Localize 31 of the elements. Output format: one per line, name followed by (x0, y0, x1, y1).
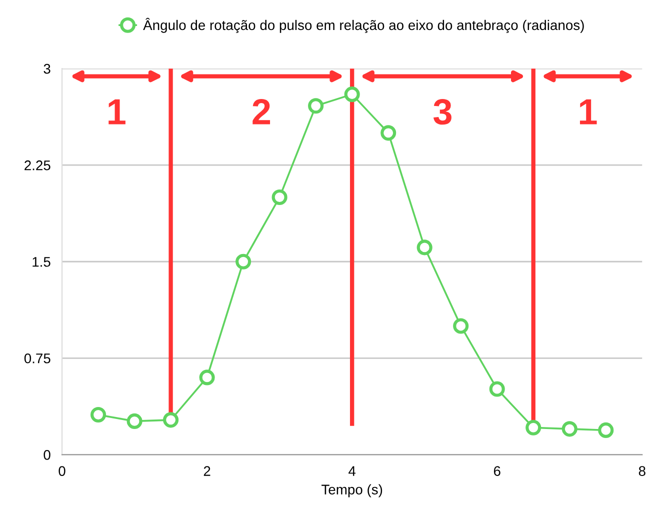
annotation: 1 (580, 99, 597, 124)
point (489, 381, 505, 397)
point (90, 406, 106, 423)
point (453, 318, 469, 334)
y-tick-label: 0.75 (24, 353, 50, 364)
point (562, 421, 578, 437)
x-tick-label: 6 (494, 466, 500, 476)
annotation: 1 (108, 99, 126, 124)
point (598, 422, 614, 438)
point (199, 370, 215, 386)
point (308, 98, 324, 114)
point (272, 189, 288, 206)
y-tick-label: 0 (44, 450, 50, 460)
x-tick-label: 0 (58, 466, 66, 476)
x-tick-label: 4 (348, 466, 356, 476)
y-tick-label: 3 (44, 64, 50, 74)
point (526, 420, 542, 436)
point (380, 125, 396, 141)
point (236, 254, 252, 270)
x-axis-title: Tempo (s) (322, 484, 382, 498)
y-tick-label: 1.5 (32, 257, 50, 267)
annotation: 2 (252, 99, 270, 124)
point (344, 86, 360, 102)
point (416, 240, 432, 256)
point (126, 413, 142, 429)
annotation: 3 (434, 99, 452, 125)
y-tick-label: 2.25 (24, 160, 50, 170)
x-tick-label: 8 (638, 466, 646, 476)
legend-label: Ângulo de rotação do pulso em relação ao eixo do antebraço (radianos) (143, 18, 584, 33)
x-tick-label: 2 (204, 466, 210, 476)
point (163, 412, 179, 428)
